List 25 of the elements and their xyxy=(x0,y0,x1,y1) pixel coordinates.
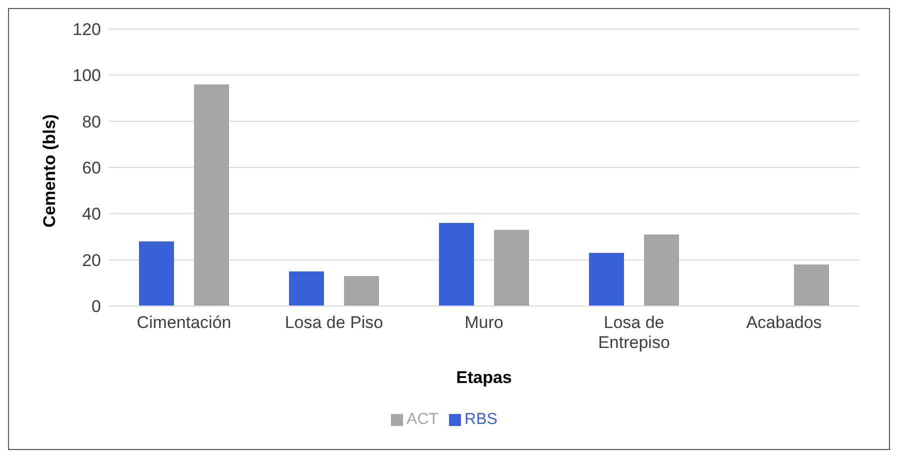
y-tick-label: 100 xyxy=(72,66,101,86)
legend-label: ACT xyxy=(406,411,439,428)
x-tick-label: Losa de Piso xyxy=(284,313,384,332)
x-tick-label: Losa de Entrepiso xyxy=(598,313,670,352)
y-tick-label: 120 xyxy=(72,20,101,40)
bar xyxy=(194,84,229,306)
x-axis-title: Etapas xyxy=(456,368,512,387)
bar xyxy=(644,234,679,306)
y-tick-label: 20 xyxy=(82,250,101,270)
x-tick-label: Cimentación xyxy=(136,313,232,332)
y-tick-label: 0 xyxy=(92,297,101,316)
bar xyxy=(794,264,829,306)
bar xyxy=(344,276,379,306)
y-tick-label: 80 xyxy=(82,112,101,132)
bar xyxy=(494,230,529,306)
x-tick-label: Acabados xyxy=(746,313,822,332)
bar xyxy=(139,241,174,306)
bar xyxy=(589,252,624,306)
bar xyxy=(439,222,474,306)
legend-label: RBS xyxy=(464,411,498,428)
y-axis-title: Cemento (bls) xyxy=(40,114,60,228)
y-tick-label: 60 xyxy=(82,158,101,178)
y-tick-label: 40 xyxy=(82,204,101,224)
x-tick-label: Muro xyxy=(464,313,504,332)
bar xyxy=(289,271,324,306)
